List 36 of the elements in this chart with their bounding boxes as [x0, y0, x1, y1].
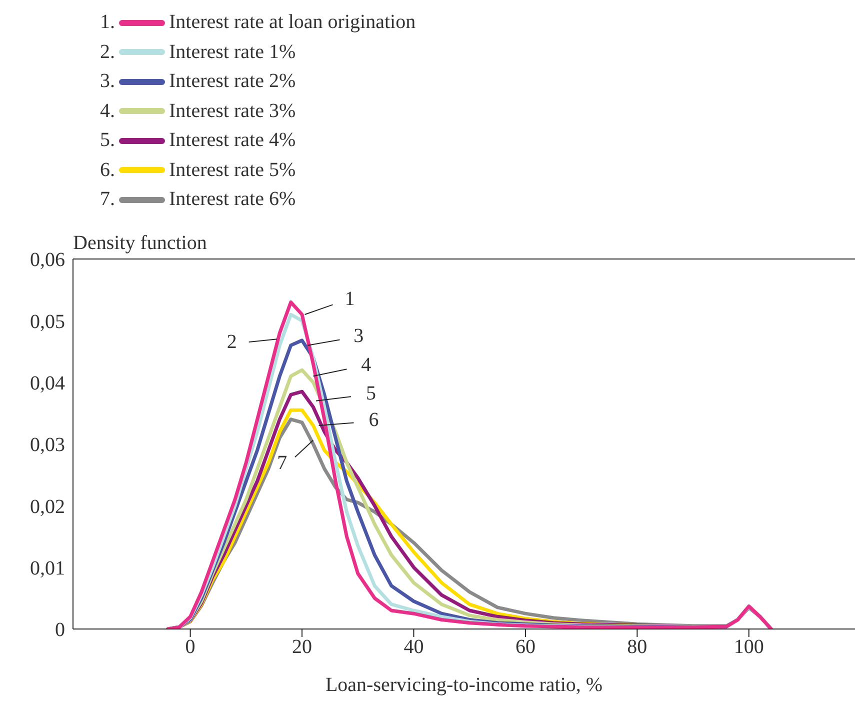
legend-label: Interest rate 6%	[169, 187, 296, 212]
x-tick-label: 0	[185, 636, 196, 658]
annotation: 4	[361, 354, 372, 376]
annotation: 3	[354, 324, 364, 347]
legend-label: Interest rate 3%	[169, 98, 296, 124]
x-tick-label: 100	[734, 636, 764, 658]
x-tick-label: 80	[627, 636, 648, 658]
y-tick-label: 0,03	[30, 434, 65, 456]
x-tick-label: 20	[292, 636, 312, 658]
annotation: 2	[226, 330, 237, 353]
x-tick-label: 40	[404, 636, 424, 658]
y-axis-title: Density function	[73, 232, 207, 254]
y-tick-label: 0,01	[30, 557, 65, 580]
text: 3.	[100, 69, 115, 94]
y-tick-label: 0,05	[30, 310, 65, 333]
legend-label: Interest rate 5%	[169, 158, 296, 182]
annotation: 6	[368, 409, 379, 432]
y-tick-label: 0,02	[30, 496, 65, 518]
legend-label: Interest rate at loan origination	[169, 10, 416, 35]
y-tick-label: 0,04	[30, 372, 65, 394]
text: 7.	[100, 187, 115, 212]
text: 5.	[100, 128, 115, 153]
y-tick-label: 0	[55, 619, 65, 642]
legend-label: Interest rate 1%	[169, 40, 296, 64]
text: 6.	[100, 158, 115, 182]
annotation: 7	[277, 452, 288, 474]
x-tick-label: 60	[515, 636, 536, 658]
text: 2.	[100, 40, 115, 64]
legend-label: Interest rate 4%	[169, 128, 296, 153]
annotation: 5	[366, 382, 376, 404]
x-axis-title: Loan-servicing-to-income ratio, %	[325, 674, 603, 696]
legend-label: Interest rate 2%	[169, 69, 296, 94]
text: 4.	[100, 98, 115, 124]
text: 1.	[100, 10, 115, 35]
y-tick-label: 0,06	[30, 249, 65, 272]
annotation: 1	[344, 288, 355, 310]
